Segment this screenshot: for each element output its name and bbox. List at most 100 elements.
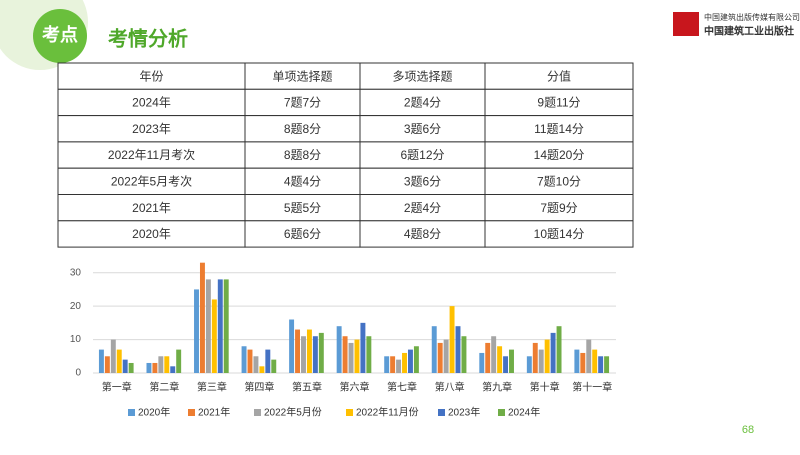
x-tick-label: 第三章 — [197, 381, 227, 394]
bar — [110, 339, 116, 373]
y-tick-label: 30 — [70, 267, 82, 278]
bar — [431, 326, 437, 373]
table-cell — [359, 167, 486, 195]
bar — [592, 349, 598, 373]
slide-title: 考情分析 — [108, 26, 188, 50]
bar — [128, 362, 134, 373]
x-tick-label: 第五章 — [292, 381, 322, 394]
table-cell-text: 7题10分 — [537, 175, 581, 189]
table-cell — [484, 62, 634, 90]
bar — [413, 346, 419, 373]
bar — [146, 362, 152, 373]
table-header: 单项选择题 — [272, 69, 332, 83]
table-cell-text: 2020年 — [132, 227, 171, 241]
bar — [437, 342, 443, 373]
table-cell — [484, 167, 634, 195]
table-cell-text: 2023年 — [132, 122, 171, 136]
bar — [455, 326, 461, 373]
y-tick-label: 10 — [70, 334, 82, 345]
badge: 考点 — [42, 24, 78, 45]
legend-swatch — [498, 409, 505, 416]
bar — [98, 349, 104, 373]
table-cell-text: 2022年5月考次 — [111, 175, 192, 189]
bar — [289, 319, 295, 373]
table-cell-text: 8题8分 — [284, 148, 321, 162]
table-cell — [57, 62, 246, 90]
bar — [122, 359, 128, 373]
table-cell — [359, 62, 486, 90]
logo-line1: 中国建筑出版传媒有限公司 — [704, 12, 800, 22]
bar — [247, 349, 253, 373]
bar — [366, 336, 372, 373]
bar — [503, 356, 509, 373]
table-cell — [484, 115, 634, 143]
table-cell-text: 6题6分 — [284, 227, 321, 241]
bar — [402, 352, 407, 373]
bar — [194, 289, 199, 373]
bar — [526, 356, 532, 373]
bar — [164, 356, 170, 373]
bar — [199, 262, 205, 373]
bar — [152, 362, 158, 373]
bar — [586, 339, 592, 373]
bar — [170, 366, 176, 373]
bar — [116, 349, 122, 373]
bar — [532, 342, 538, 373]
bar — [205, 279, 211, 373]
table-header: 多项选择题 — [392, 69, 452, 83]
table-cell-text: 2题4分 — [404, 96, 441, 110]
bar — [158, 356, 164, 373]
bar — [497, 346, 503, 373]
table-cell — [359, 115, 486, 143]
table-cell — [244, 167, 361, 195]
legend-label: 2022年5月份 — [264, 406, 322, 419]
bar — [491, 336, 497, 373]
bar — [550, 332, 556, 373]
x-tick-label: 第二章 — [149, 381, 179, 394]
x-tick-label: 第八章 — [435, 381, 465, 394]
bar — [360, 322, 366, 373]
table-cell-text: 6题12分 — [400, 148, 444, 162]
bar — [461, 336, 467, 373]
table-header: 分值 — [547, 68, 571, 83]
bar — [443, 339, 449, 373]
bar — [396, 359, 402, 373]
y-tick-label: 20 — [70, 301, 82, 312]
table-cell-text: 7题7分 — [284, 96, 321, 110]
table-cell-text: 14题20分 — [534, 148, 585, 162]
table-cell-text: 5题5分 — [284, 201, 321, 215]
table-cell — [57, 115, 246, 143]
bar — [407, 349, 413, 373]
table-header: 年份 — [139, 69, 163, 83]
table-cell-text: 2题4分 — [404, 201, 441, 215]
legend-label: 2024年 — [508, 406, 540, 419]
bar — [485, 342, 491, 373]
table-cell — [57, 141, 246, 169]
table-cell-text: 4题4分 — [284, 175, 321, 189]
bar — [318, 332, 324, 373]
bar — [211, 299, 217, 373]
badge-circle — [33, 9, 87, 63]
x-tick-label: 第六章 — [340, 381, 370, 394]
bar — [312, 336, 318, 373]
bar — [479, 352, 485, 373]
bar — [449, 306, 455, 373]
bar — [538, 349, 544, 373]
bar — [390, 356, 396, 373]
table-cell-text: 10题14分 — [534, 227, 585, 241]
bar — [223, 279, 229, 373]
legend-label: 2023年 — [448, 406, 480, 419]
logo-line2: 中国建筑工业出版社 — [704, 25, 794, 38]
bar — [598, 356, 604, 373]
bar — [580, 352, 586, 373]
bar — [176, 349, 182, 373]
bar — [354, 339, 360, 373]
bar — [295, 329, 301, 373]
x-tick-label: 第十章 — [530, 381, 560, 394]
bar — [241, 346, 247, 373]
table-cell-text: 2022年11月考次 — [108, 148, 195, 162]
page-number: 68 — [742, 424, 754, 436]
bar — [217, 279, 223, 373]
table-cell-text: 11题14分 — [534, 122, 584, 136]
